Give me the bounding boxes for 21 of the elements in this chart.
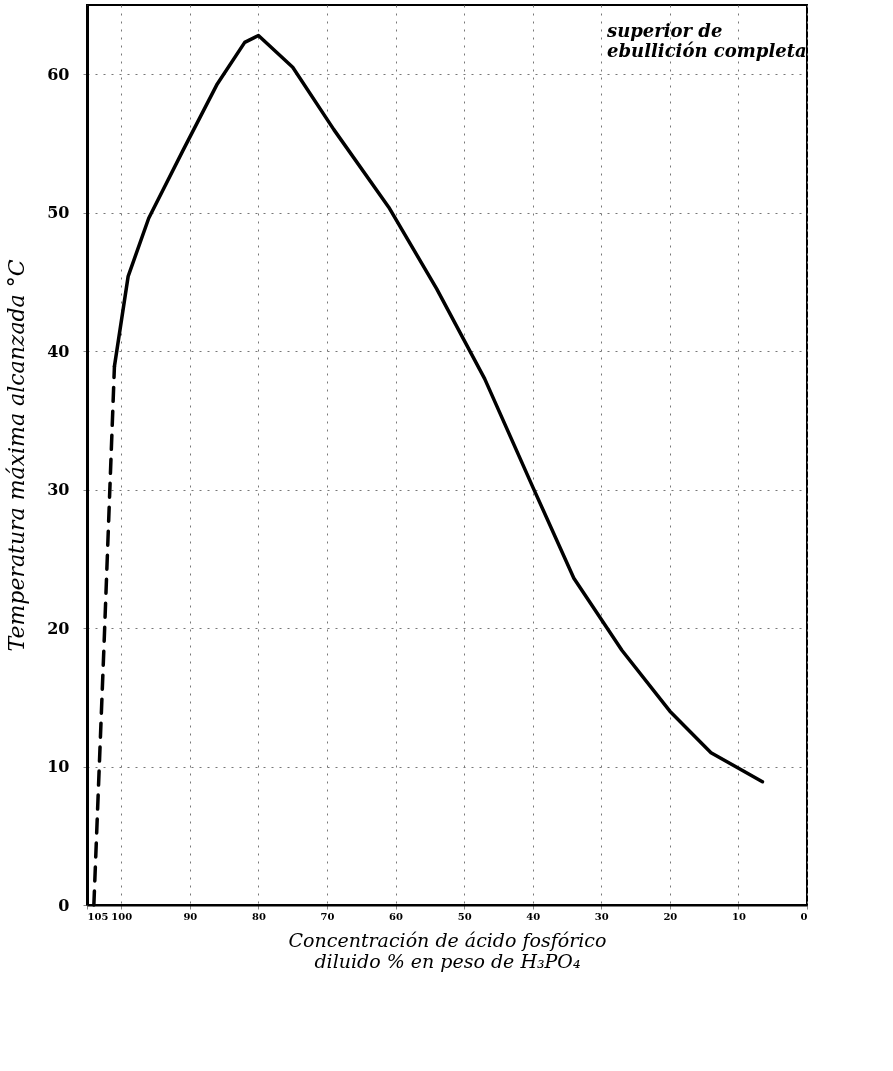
y-tick-label: 60: [47, 64, 70, 84]
y-tick-label: 10: [47, 757, 70, 777]
x-tick-label: 90: [183, 910, 198, 922]
x-tick-label: 105: [87, 910, 109, 922]
x-tick-label: 70: [320, 910, 335, 922]
y-tick-label: 50: [47, 203, 70, 223]
x-tick-label: 30: [594, 910, 609, 922]
y-tick-label: 40: [47, 341, 70, 361]
y-tick-label: 20: [47, 618, 70, 638]
x-tick-label: 20: [663, 910, 678, 922]
annotation: superior de ebullición completa: [606, 20, 807, 61]
x-tick-label: 60: [389, 910, 404, 922]
x-tick-label: 10: [731, 910, 746, 922]
y-tick-label: 30: [47, 480, 70, 500]
y-axis-title: Temperatura máxima alcanzada °C: [4, 259, 30, 652]
x-tick-label: 80: [251, 910, 266, 922]
x-tick-label: 50: [457, 910, 472, 922]
x-tick-label: 0: [800, 910, 808, 922]
x-tick-label: 40: [526, 910, 541, 922]
x-axis-title: Concentración de ácido fosfórico diluido % en peso de H₃PO₄: [288, 928, 607, 972]
x-tick-label: 100: [111, 910, 133, 922]
